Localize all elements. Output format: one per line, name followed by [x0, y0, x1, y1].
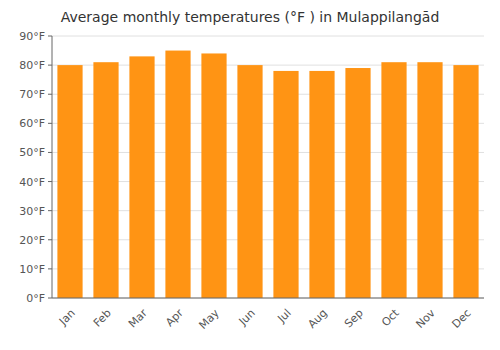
x-tick-label: Feb — [91, 307, 114, 330]
y-axis-line — [52, 36, 53, 298]
x-tick-label: May — [196, 306, 222, 332]
y-tick — [48, 239, 52, 240]
chart-title: Average monthly temperatures (°F ) in Mu… — [61, 9, 440, 25]
page: {"chart_data": {"type": "bar", "title": … — [0, 0, 500, 350]
chart-container: Average monthly temperatures (°F ) in Mu… — [0, 0, 500, 350]
x-tick-label: Mar — [126, 306, 150, 330]
grid-line — [52, 36, 484, 37]
bar — [201, 53, 226, 298]
bar — [165, 51, 190, 298]
y-tick — [48, 65, 52, 66]
y-tick-label: 10°F — [19, 263, 45, 276]
x-axis-line — [52, 298, 484, 299]
y-tick-label: 0°F — [26, 292, 45, 305]
y-tick-label: 90°F — [19, 30, 45, 43]
y-tick — [48, 152, 52, 153]
x-tick-label: Jun — [236, 307, 258, 329]
y-tick-label: 50°F — [19, 146, 45, 159]
x-tick-label: Jul — [274, 307, 293, 326]
x-axis: Jan Feb Mar Apr May Jun Jul Aug Sep Oct Nov Dec — [56, 306, 474, 332]
y-tick — [48, 123, 52, 124]
bar — [417, 62, 442, 298]
x-tick-label: Aug — [305, 307, 329, 331]
grid — [52, 36, 484, 298]
x-tick-label: Oct — [379, 306, 402, 329]
y-tick — [48, 94, 52, 95]
bar — [309, 71, 334, 298]
y-tick — [48, 181, 52, 182]
y-axis: 0°F 10°F 20°F 30°F 40°F 50°F 60°F 70°F 80°F 90°F — [19, 30, 52, 305]
y-tick-label: 30°F — [19, 205, 45, 218]
bar — [345, 68, 370, 298]
bar — [57, 65, 82, 298]
y-tick-label: 80°F — [19, 59, 45, 72]
x-tick-label: Dec — [450, 307, 474, 331]
chart-svg: Average monthly temperatures (°F ) in Mu… — [0, 0, 500, 350]
y-tick-label: 60°F — [19, 117, 45, 130]
bar — [237, 65, 262, 298]
x-tick-label: Nov — [413, 306, 438, 331]
y-tick — [48, 268, 52, 269]
y-tick — [48, 36, 52, 37]
y-tick-label: 20°F — [19, 234, 45, 247]
bar — [453, 65, 478, 298]
x-tick-label: Sep — [342, 307, 366, 331]
x-tick-label: Jan — [56, 307, 78, 329]
grid-line — [52, 298, 484, 299]
bar — [93, 62, 118, 298]
y-tick — [48, 210, 52, 211]
bars — [57, 51, 478, 298]
x-tick-label: Apr — [163, 306, 186, 329]
bar — [129, 56, 154, 298]
y-tick-label: 40°F — [19, 176, 45, 189]
bar — [273, 71, 298, 298]
y-tick — [48, 298, 52, 299]
bar — [381, 62, 406, 298]
y-tick-label: 70°F — [19, 88, 45, 101]
